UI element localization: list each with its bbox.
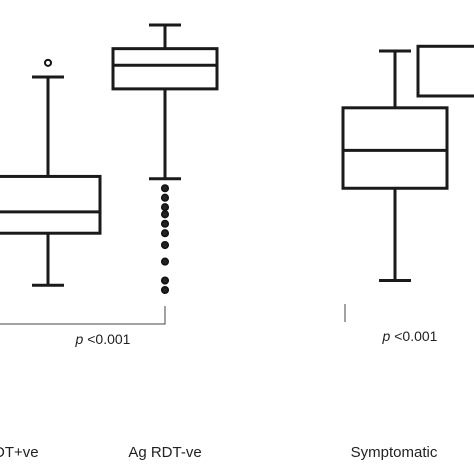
comparison-bracket (0, 306, 166, 325)
box-group (416, 44, 474, 98)
box-group (0, 58, 102, 287)
p-value-text: <0.001 (390, 328, 437, 344)
category-labels: DT+ve Ag RDT-ve Symptomatic (0, 444, 438, 461)
iqr-box (341, 106, 449, 190)
outlier-point (160, 229, 170, 238)
outlier-point (160, 257, 170, 266)
iqr-box (0, 174, 102, 235)
outlier-point (160, 219, 170, 228)
boxes-layer (0, 23, 474, 295)
outlier-point (160, 285, 170, 295)
p-value-symbol: p (382, 328, 391, 344)
box-group (341, 49, 449, 283)
outlier-point (160, 203, 170, 212)
outlier-point (160, 184, 170, 193)
iqr-box (416, 44, 474, 98)
p-value-label: p <0.001 (382, 328, 438, 344)
outlier-point (160, 193, 170, 202)
p-value-text: <0.001 (83, 331, 130, 347)
p-value-label: p <0.001 (75, 331, 131, 347)
pvalue-labels: p <0.001 p <0.001 (75, 328, 438, 347)
category-label: Symptomatic (351, 444, 438, 461)
category-label: DT+ve (0, 444, 39, 461)
outlier-point (160, 240, 170, 250)
outlier-point (160, 210, 170, 219)
outlier-point (44, 58, 52, 67)
outlier-point (160, 276, 170, 285)
category-label: Ag RDT-ve (128, 444, 201, 461)
brackets-layer (0, 304, 346, 325)
p-value-symbol: p (75, 331, 84, 347)
iqr-box (111, 47, 219, 91)
box-group (111, 23, 219, 295)
